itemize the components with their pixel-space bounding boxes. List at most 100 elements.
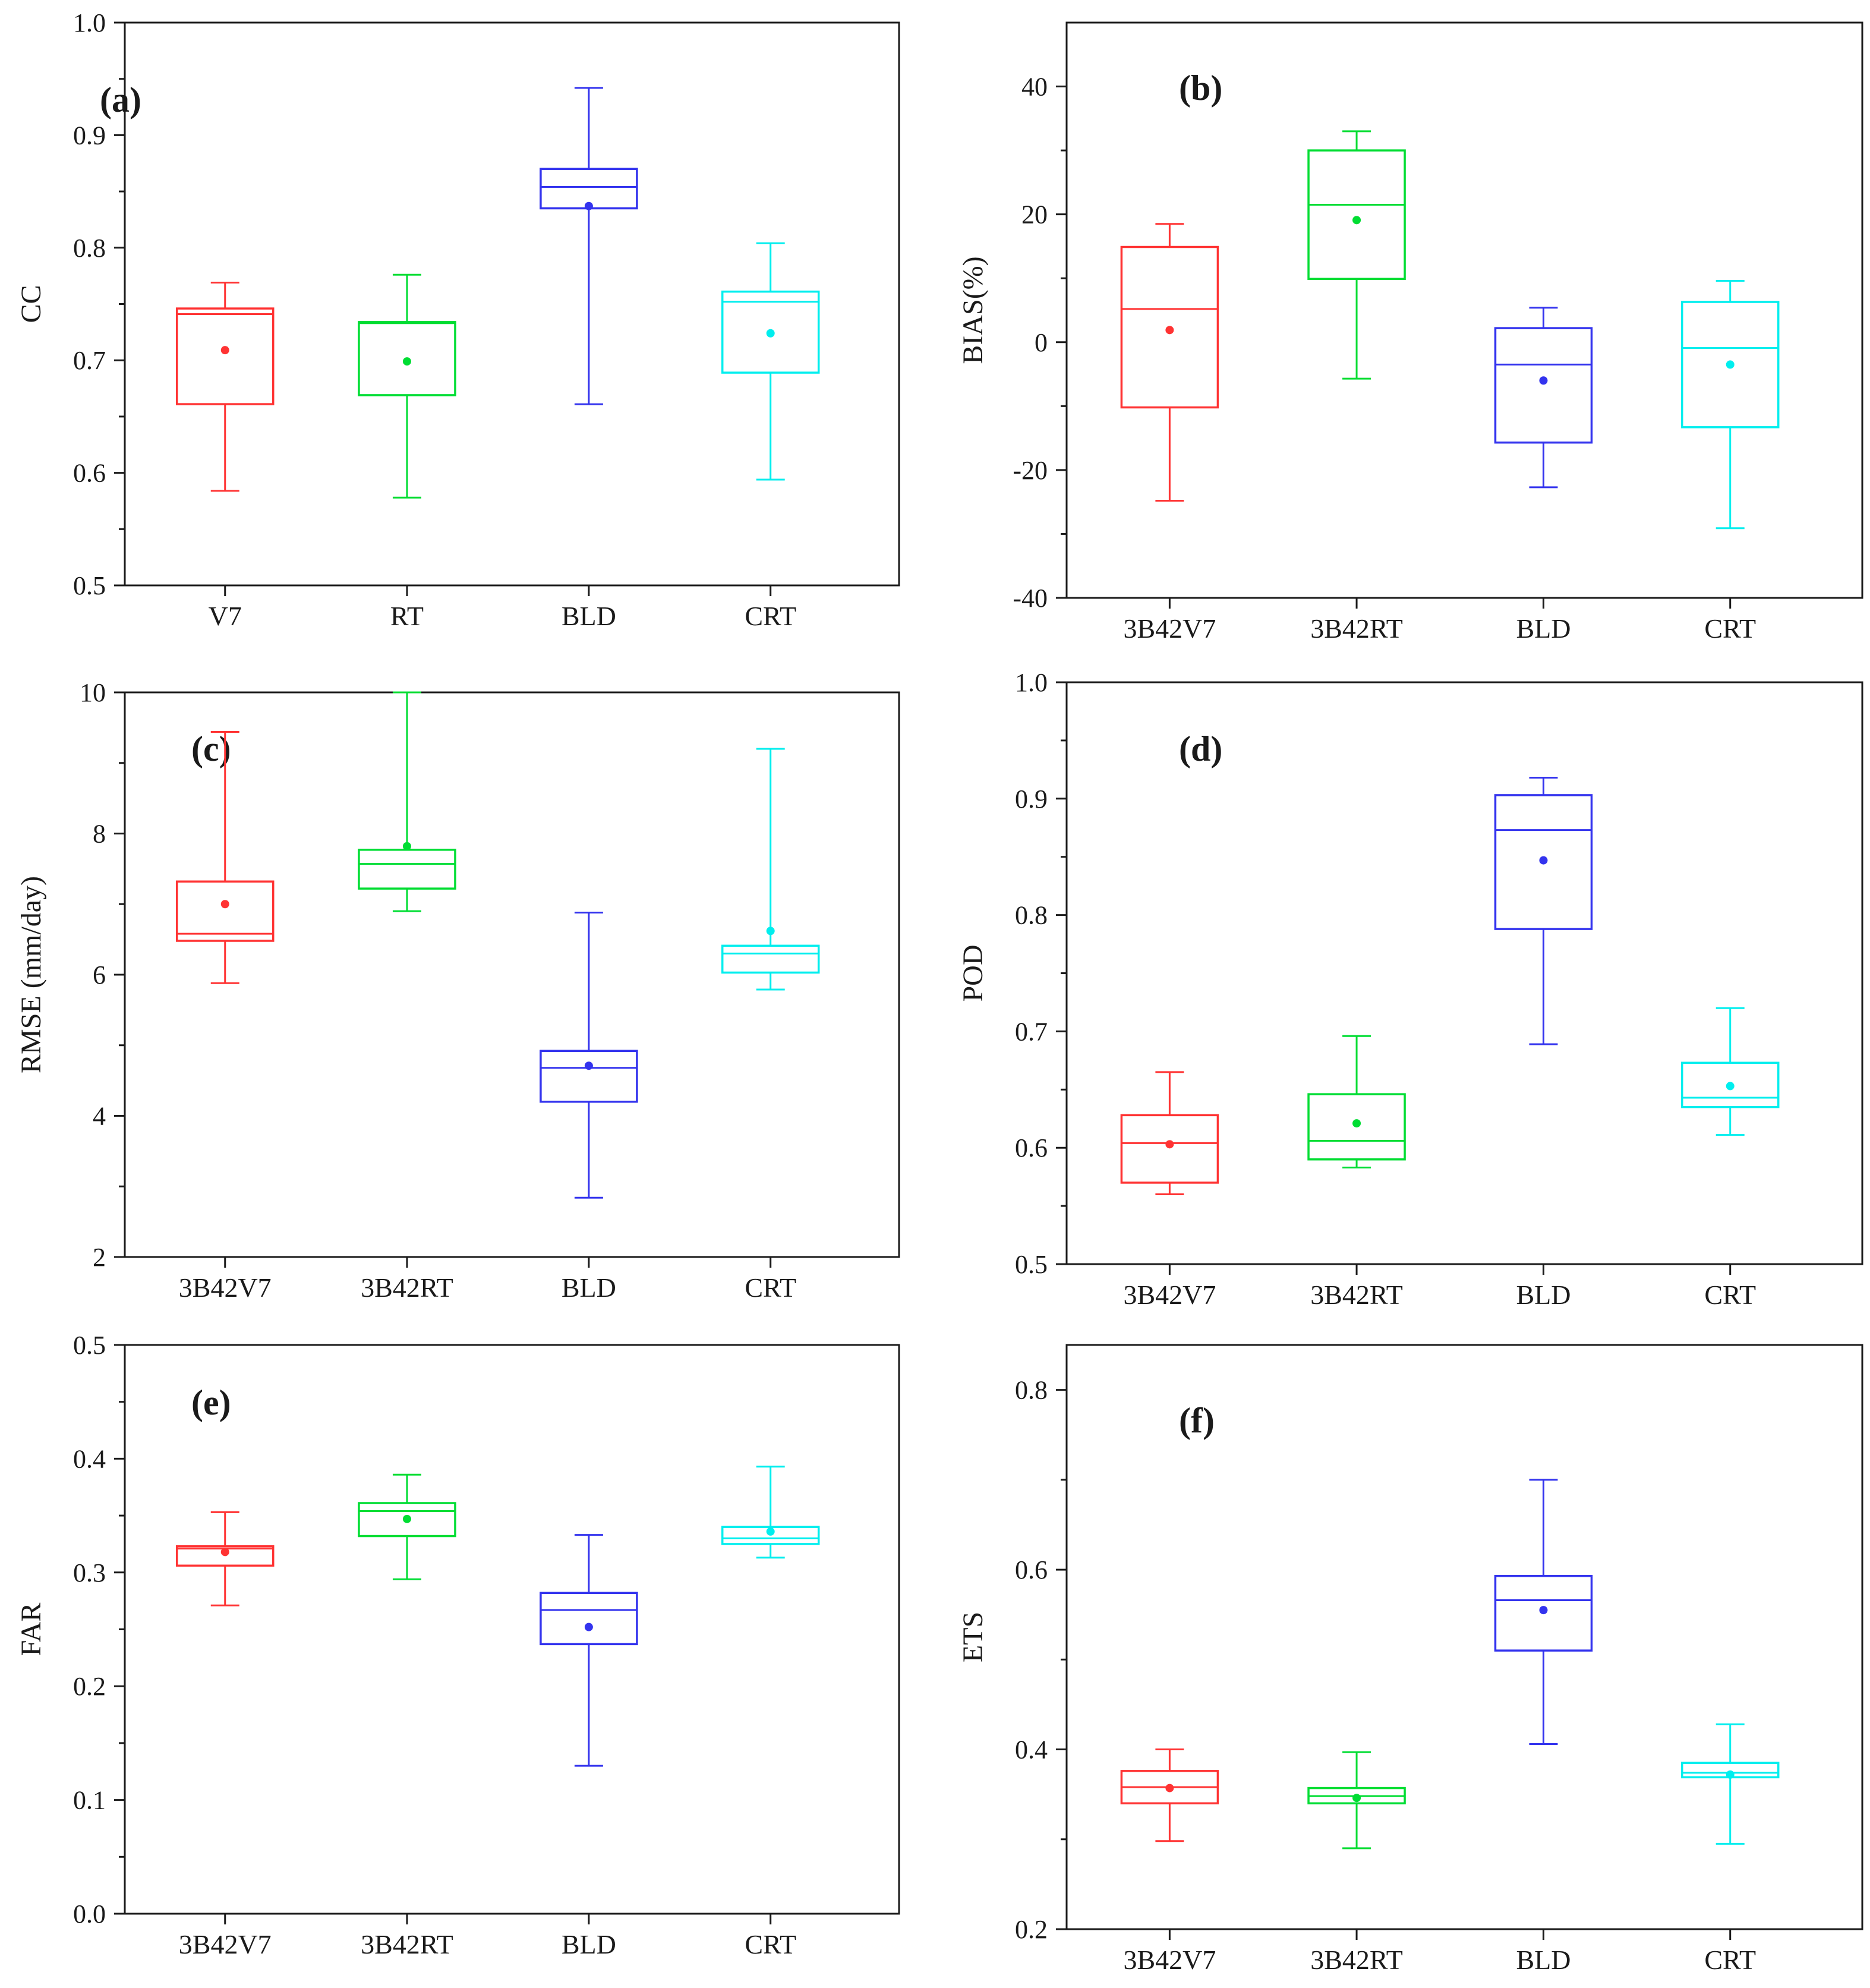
y-axis-title: BIAS(%) bbox=[957, 256, 989, 364]
x-category-label: BLD bbox=[1516, 1280, 1571, 1310]
y-tick-label: -20 bbox=[1013, 456, 1048, 485]
mean-marker bbox=[1726, 1770, 1735, 1779]
box-3b42v7 bbox=[1120, 1748, 1219, 1842]
plot-frame bbox=[1065, 1344, 1863, 1930]
mean-marker bbox=[220, 346, 229, 355]
iqr-box bbox=[1494, 794, 1593, 930]
plot-frame bbox=[124, 1344, 900, 1915]
iqr-box bbox=[1494, 327, 1593, 444]
x-category-label: RT bbox=[390, 601, 424, 631]
y-tick-label: 0.9 bbox=[73, 121, 106, 150]
y-axis-title: POD bbox=[957, 944, 989, 1001]
x-category-label: BLD bbox=[562, 1272, 616, 1303]
iqr-box bbox=[1680, 1762, 1780, 1779]
x-category-label: 3B42RT bbox=[1310, 1280, 1403, 1310]
box-3b42v7 bbox=[1120, 223, 1219, 502]
x-category-label: 3B42RT bbox=[361, 1272, 453, 1303]
y-tick-label: 0.7 bbox=[1015, 1017, 1048, 1046]
x-category-label: V7 bbox=[209, 601, 242, 631]
x-category-label: CRT bbox=[1704, 1280, 1756, 1310]
y-tick-label: 0.6 bbox=[1015, 1133, 1048, 1162]
x-category-label: CRT bbox=[745, 601, 796, 631]
y-axis-title: RMSE (mm/day) bbox=[15, 876, 47, 1073]
y-tick-label: 0.6 bbox=[73, 459, 106, 488]
box-bld bbox=[540, 1534, 638, 1767]
x-category-label: BLD bbox=[562, 1929, 616, 1959]
plot-frame bbox=[1065, 21, 1863, 599]
y-tick-label: 0.5 bbox=[1015, 1250, 1048, 1279]
iqr-box bbox=[721, 944, 820, 974]
x-category-label: CRT bbox=[745, 1929, 796, 1959]
box-crt bbox=[721, 748, 820, 991]
mean-marker bbox=[584, 1061, 593, 1070]
box-3b42rt bbox=[358, 1473, 456, 1580]
panel-d: 0.5 0.6 0.7 0.8 0.9 1.0 POD (d) 3B42V7 3B42RT BLD C… bbox=[957, 668, 1863, 1310]
mean-marker bbox=[1726, 1082, 1735, 1091]
mean-marker bbox=[402, 1514, 411, 1523]
y-tick-label: -40 bbox=[1013, 584, 1048, 613]
y-tick-label: 0.5 bbox=[73, 1331, 106, 1360]
y-tick-label: 1.0 bbox=[73, 8, 106, 37]
mean-marker bbox=[1539, 376, 1548, 385]
x-category-label: 3B42RT bbox=[1310, 613, 1403, 644]
mean-marker bbox=[584, 1622, 593, 1631]
y-tick-label: 0.8 bbox=[73, 234, 106, 263]
mean-marker bbox=[1539, 856, 1548, 865]
iqr-box bbox=[175, 307, 275, 405]
x-category-label: CRT bbox=[745, 1272, 796, 1303]
box-rt bbox=[358, 273, 456, 499]
y-tick-label: 0.6 bbox=[1015, 1555, 1048, 1584]
y-tick-label: 0.4 bbox=[1015, 1735, 1048, 1765]
panel-label: (b) bbox=[1179, 68, 1222, 108]
panel-e: 0.0 0.1 0.2 0.3 0.4 0.5 FAR (e) 3B42V7 3B42RT BLD C… bbox=[15, 1331, 900, 1959]
y-tick-label: 0.4 bbox=[73, 1444, 106, 1473]
mean-marker bbox=[766, 927, 775, 935]
panel-label: (e) bbox=[191, 1383, 231, 1422]
box-3b42rt bbox=[1307, 1751, 1406, 1850]
x-category-label: CRT bbox=[1704, 1945, 1756, 1975]
box-crt bbox=[1680, 1723, 1780, 1845]
y-tick-label: 0.1 bbox=[73, 1786, 106, 1815]
x-category-label: BLD bbox=[1516, 613, 1571, 644]
y-tick-label: 0.0 bbox=[73, 1899, 106, 1929]
box-crt bbox=[1680, 280, 1780, 530]
y-tick-label: 0.8 bbox=[1015, 1376, 1048, 1405]
mean-marker bbox=[1352, 1794, 1361, 1803]
y-tick-label: 0.8 bbox=[1015, 901, 1048, 930]
mean-marker bbox=[1539, 1606, 1548, 1615]
x-category-label: 3B42V7 bbox=[1123, 613, 1216, 644]
mean-marker bbox=[766, 329, 775, 338]
y-tick-label: 2 bbox=[93, 1243, 106, 1272]
y-tick-label: 0.2 bbox=[1015, 1915, 1048, 1944]
plot-frame bbox=[124, 691, 900, 1258]
mean-marker bbox=[402, 842, 411, 850]
mean-marker bbox=[402, 357, 411, 366]
y-tick-label: 0.7 bbox=[73, 346, 106, 375]
mean-marker bbox=[1726, 360, 1735, 369]
y-tick-label: 20 bbox=[1021, 200, 1048, 229]
iqr-box bbox=[358, 849, 456, 890]
x-category-label: 3B42V7 bbox=[1123, 1945, 1216, 1975]
x-category-label: 3B42RT bbox=[361, 1929, 453, 1959]
box-bld bbox=[1494, 1479, 1593, 1745]
panel-a: 0.5 0.6 0.7 0.8 0.9 1.0 CC (a) V7 RT BLD CRT bbox=[15, 8, 900, 631]
x-category-label: BLD bbox=[562, 601, 616, 631]
y-tick-label: 0.3 bbox=[73, 1558, 106, 1587]
box-3b42rt bbox=[1307, 130, 1406, 380]
y-tick-label: 6 bbox=[93, 960, 106, 990]
mean-marker bbox=[584, 201, 593, 210]
y-axis-title: FAR bbox=[15, 1603, 47, 1656]
y-tick-label: 8 bbox=[93, 820, 106, 849]
box-3b42rt bbox=[358, 691, 456, 912]
mean-marker bbox=[1165, 1140, 1174, 1149]
mean-marker bbox=[766, 1527, 775, 1536]
box-crt bbox=[721, 242, 820, 481]
mean-marker bbox=[1165, 1784, 1174, 1792]
mean-marker bbox=[1352, 1119, 1361, 1128]
y-axis-title: CC bbox=[15, 285, 47, 323]
y-tick-label: 0.2 bbox=[73, 1672, 106, 1701]
mean-marker bbox=[220, 1548, 229, 1557]
y-tick-label: 0.5 bbox=[73, 571, 106, 600]
x-category-label: BLD bbox=[1516, 1945, 1571, 1975]
